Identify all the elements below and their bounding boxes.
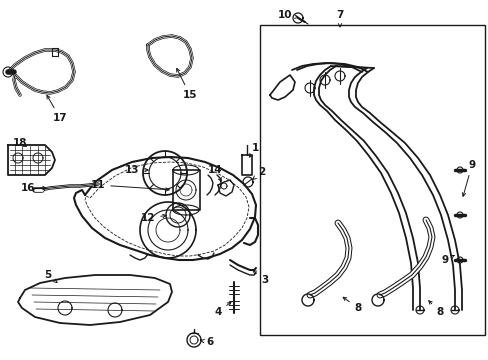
Text: 3: 3 (252, 270, 268, 285)
Text: 9: 9 (462, 160, 475, 196)
Text: 16: 16 (20, 183, 46, 193)
Text: 15: 15 (176, 68, 197, 100)
Text: 12: 12 (141, 213, 166, 223)
Bar (260, 25, 484, 335)
Text: 1: 1 (249, 143, 258, 157)
Text: 18: 18 (13, 138, 27, 148)
Text: 2: 2 (252, 167, 265, 179)
Text: 13: 13 (124, 165, 148, 175)
Text: 5: 5 (44, 270, 57, 283)
Text: 8: 8 (343, 297, 361, 313)
Text: 8: 8 (428, 301, 443, 317)
Text: 14: 14 (207, 165, 222, 181)
Text: 4: 4 (214, 302, 230, 317)
Text: 9: 9 (441, 255, 453, 265)
Text: 17: 17 (47, 95, 67, 123)
Text: 11: 11 (91, 180, 169, 191)
Text: 7: 7 (336, 10, 343, 27)
Text: 10: 10 (277, 10, 298, 20)
Text: 6: 6 (200, 337, 213, 347)
